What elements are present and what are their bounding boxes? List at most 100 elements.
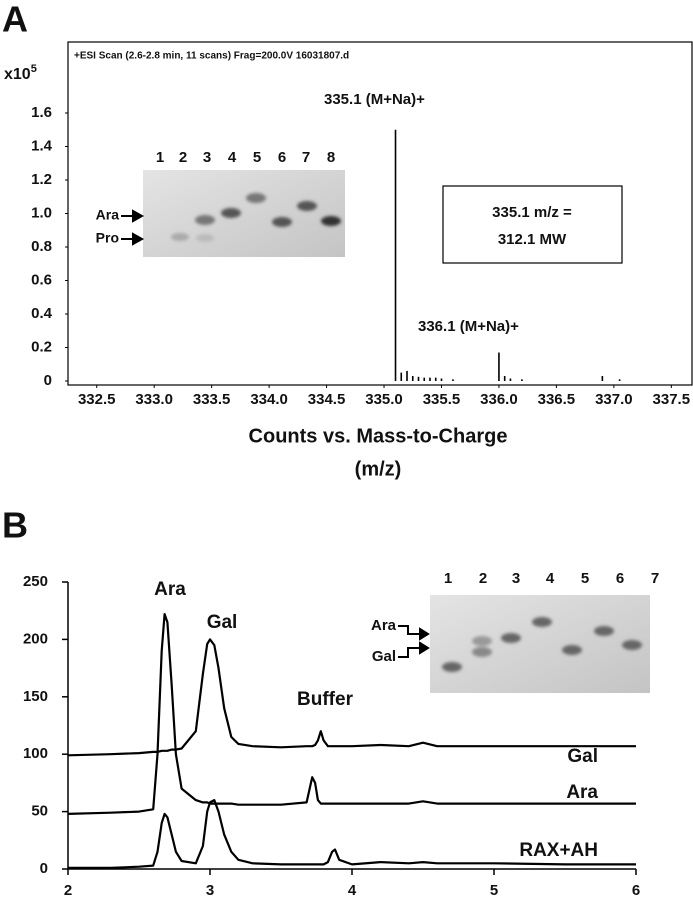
- peak-annotation: Gal: [207, 612, 238, 633]
- peak-annotation: Buffer: [297, 689, 354, 710]
- y-unit: x105: [4, 63, 37, 83]
- gel-band: [246, 193, 266, 203]
- x-tick-label: 336.5: [538, 391, 576, 408]
- x-tick-label: 336.0: [480, 391, 518, 408]
- y-tick-label: 1.4: [31, 137, 53, 154]
- x-tick-label: 334.0: [250, 391, 288, 408]
- x-tick-label: 335.5: [423, 391, 461, 408]
- series-label: Ara: [566, 782, 598, 803]
- y-tick-label: 100: [23, 745, 48, 762]
- panel-label: A: [2, 0, 28, 40]
- gel-band: [472, 647, 492, 657]
- gel-band: [442, 662, 462, 672]
- x-tick-label: 2: [64, 882, 72, 899]
- gel-lane-label: 2: [179, 149, 187, 166]
- x-tick-label: 4: [348, 882, 357, 899]
- x-axis-label: (m/z): [355, 458, 402, 480]
- y-tick-label: 0.8: [31, 238, 52, 255]
- chromatogram-trace: [67, 638, 636, 757]
- x-tick-label: 334.5: [308, 391, 346, 408]
- series-label: RAX+AH: [519, 840, 598, 861]
- gel-image: [143, 170, 345, 257]
- gel-lane-label: 3: [203, 149, 211, 166]
- y-tick-label: 0.6: [31, 271, 52, 288]
- y-unit-exponent: 5: [31, 63, 37, 75]
- x-tick-label: 5: [490, 882, 498, 899]
- arrowhead: [419, 627, 430, 641]
- chromatogram-trace: [68, 799, 636, 869]
- gel-band: [171, 233, 189, 241]
- arrowhead: [132, 209, 145, 223]
- gel-image: [430, 595, 650, 693]
- gel-marker-label: Ara: [371, 617, 397, 634]
- gel-band: [472, 636, 492, 646]
- gel-band: [562, 645, 582, 655]
- arrowhead: [132, 232, 145, 246]
- gel-band: [501, 633, 521, 643]
- y-tick-label: 200: [23, 630, 48, 647]
- gel-lane-label: 6: [616, 570, 624, 587]
- gel-lane-label: 5: [253, 149, 261, 166]
- gel-band: [272, 217, 292, 227]
- y-tick-label: 250: [23, 573, 48, 590]
- bracket: [398, 625, 420, 635]
- gel-lane-label: 1: [444, 570, 452, 587]
- panel-label: B: [2, 505, 28, 546]
- chromatogram-trace: [67, 613, 636, 815]
- chart-header: +ESI Scan (2.6-2.8 min, 11 scans) Frag=2…: [74, 51, 349, 62]
- gel-lane-label: 4: [546, 570, 555, 587]
- x-tick-label: 3: [206, 882, 214, 899]
- gel-bands: [171, 193, 341, 242]
- x-tick-label: 333.5: [193, 391, 231, 408]
- gel-lane-label: 6: [278, 149, 286, 166]
- gel-marker-label: Pro: [96, 230, 119, 246]
- x-tick-label: 6: [632, 882, 640, 899]
- peak-annotation: 336.1 (M+Na)+: [418, 318, 519, 335]
- arrowhead: [419, 641, 430, 655]
- gel-lane-label: 5: [581, 570, 589, 587]
- gel-lane-label: 1: [156, 149, 164, 166]
- gel-band: [532, 617, 552, 627]
- callout-text: 312.1 MW: [498, 231, 567, 248]
- y-tick-label: 50: [31, 803, 48, 820]
- gel-lane-label: 4: [228, 149, 237, 166]
- x-tick-label: 335.0: [365, 391, 403, 408]
- gel-arrows: [121, 209, 145, 246]
- gel-marker-label: Gal: [372, 648, 396, 665]
- x-tick-label: 337.0: [595, 391, 633, 408]
- gel-band: [594, 626, 614, 636]
- y-tick-label: 0.4: [31, 305, 53, 322]
- y-tick-label: 1.0: [31, 204, 52, 221]
- gel-band: [622, 640, 642, 650]
- gel-band: [221, 208, 241, 218]
- y-tick-label: 0: [40, 860, 48, 877]
- x-tick-label: 333.0: [135, 391, 173, 408]
- gel-band: [321, 216, 341, 226]
- gel-lane-label: 8: [327, 149, 335, 166]
- callout-box: [442, 185, 623, 264]
- gel-lane-label: 7: [651, 570, 659, 587]
- y-tick-label: 150: [23, 688, 48, 705]
- callout-text: 335.1 m/z =: [492, 204, 572, 221]
- x-axis-label: Counts vs. Mass-to-Charge: [249, 425, 508, 447]
- x-tick-label: 337.5: [653, 391, 691, 408]
- gel-lane-label: 3: [512, 570, 520, 587]
- x-tick-label: 332.5: [78, 391, 116, 408]
- gel-marker-label: Ara: [96, 207, 120, 223]
- series-label: Gal: [567, 746, 598, 767]
- bracket: [398, 647, 420, 658]
- peak-annotation: 335.1 (M+Na)+: [324, 91, 425, 108]
- y-tick-label: 0: [44, 372, 52, 389]
- gel-band: [196, 234, 214, 242]
- y-tick-label: 0.2: [31, 338, 52, 355]
- gel-lane-label: 7: [302, 149, 310, 166]
- y-unit-base: x10: [4, 66, 31, 83]
- gel-bands: [442, 617, 642, 672]
- gel-band: [195, 215, 215, 225]
- y-tick-label: 1.6: [31, 104, 52, 121]
- gel-band: [297, 201, 317, 211]
- gel-brackets: [398, 625, 430, 658]
- peak-annotation: Ara: [154, 579, 186, 600]
